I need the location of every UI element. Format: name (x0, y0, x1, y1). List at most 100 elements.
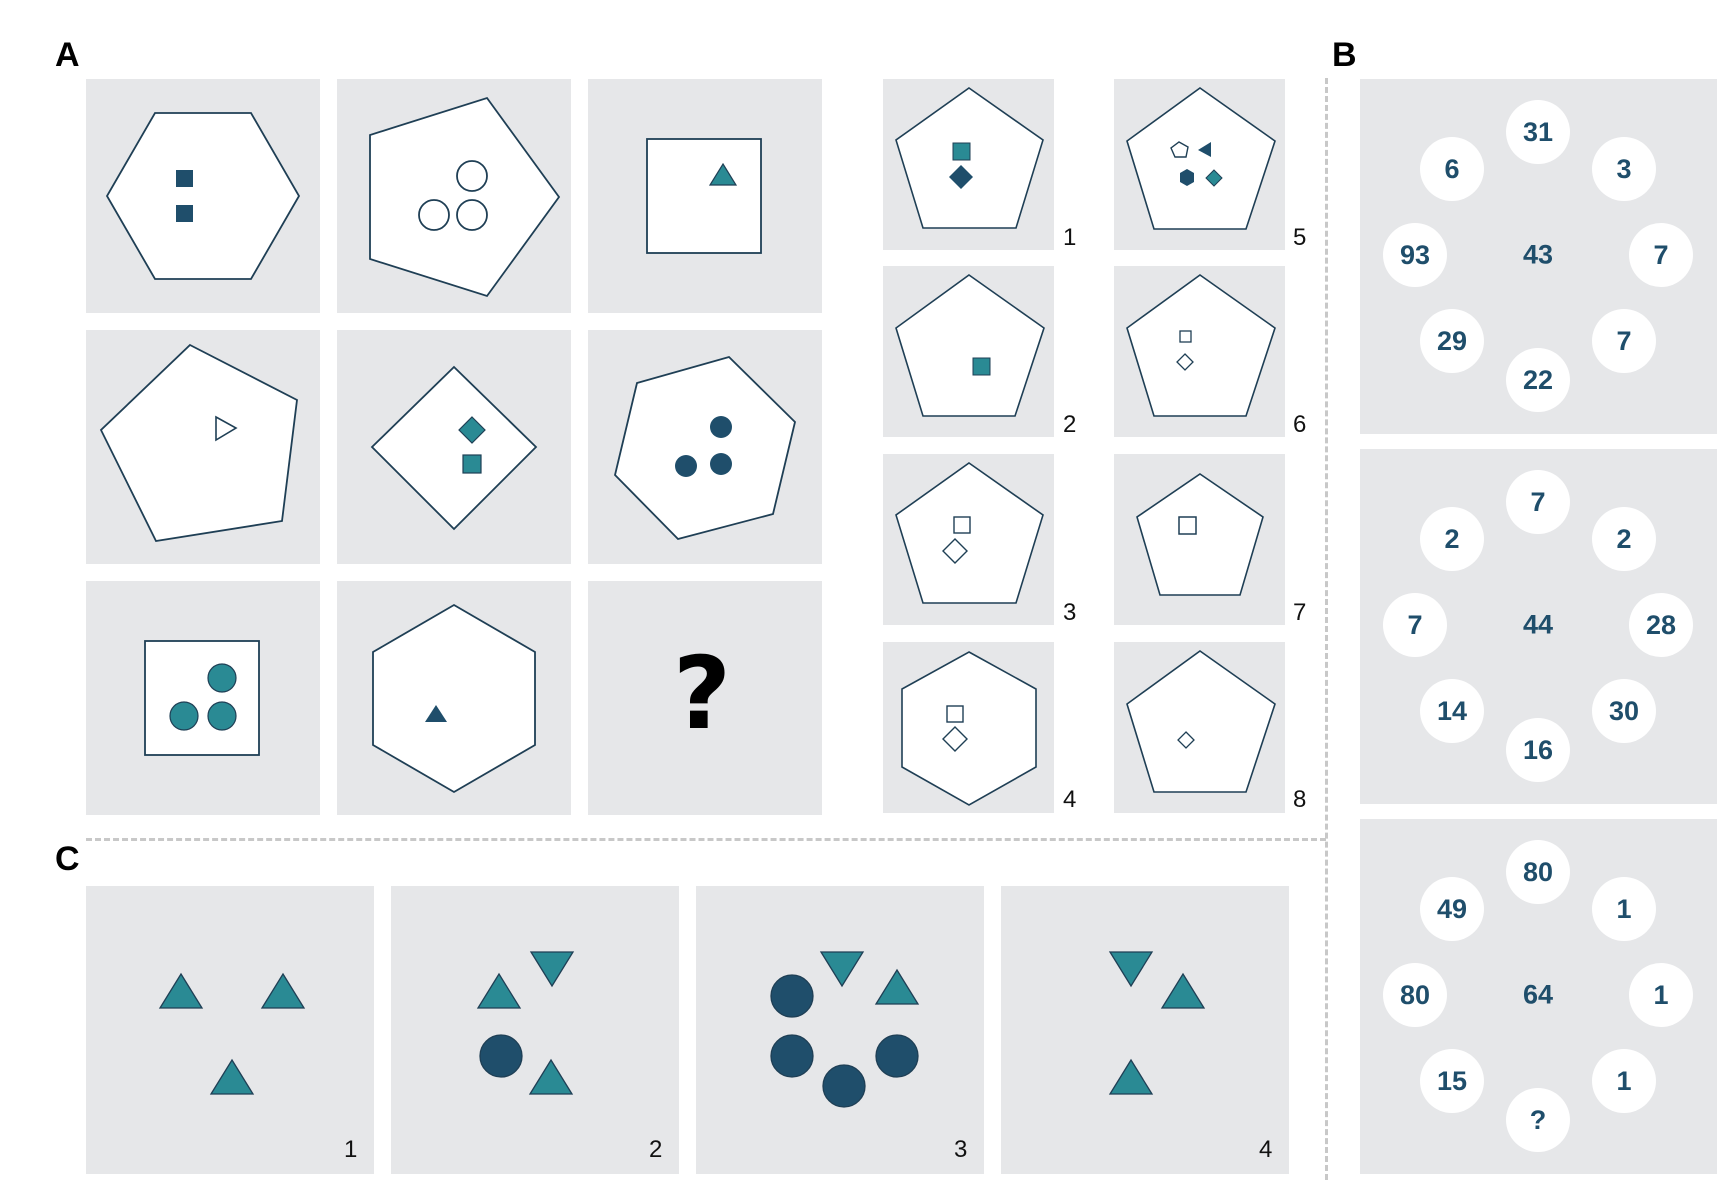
triangle-icon (476, 972, 522, 1009)
wheel-number: 49 (1420, 877, 1484, 941)
matrix-cell-3 (588, 79, 822, 313)
matrix-cell-6 (588, 330, 822, 564)
pentagon-shape (1126, 87, 1276, 230)
sequence-cell-2: 2 (391, 886, 679, 1174)
circle-icon (418, 199, 450, 231)
wheel-number: 28 (1629, 593, 1693, 657)
wheel-number: 1 (1629, 963, 1693, 1027)
option-cell-7[interactable] (1114, 454, 1285, 625)
wheel-number: 30 (1592, 679, 1656, 743)
circle-icon (710, 416, 732, 438)
option-cell-6[interactable] (1114, 266, 1285, 437)
wheel-number: 80 (1383, 963, 1447, 1027)
circle-icon (456, 199, 488, 231)
square-icon (462, 454, 482, 474)
pentagon-shape (369, 96, 561, 298)
hexagon-shape (901, 651, 1037, 806)
option-label-3: 3 (1063, 599, 1077, 626)
diamond-icon (1177, 731, 1195, 749)
wheel-number: 1 (1592, 1049, 1656, 1113)
diamond-icon (942, 538, 968, 564)
pentagon-shape (1126, 650, 1276, 793)
square-icon (972, 357, 991, 376)
pentagon-shape (99, 343, 298, 542)
triangle-icon (1198, 142, 1211, 157)
wheel-number: 16 (1506, 718, 1570, 782)
square-icon (176, 205, 193, 222)
triangle-icon (1108, 1058, 1154, 1095)
panel-label-b: B (1332, 36, 1357, 74)
sequence-label-1: 1 (344, 1136, 358, 1163)
square-icon (1178, 516, 1197, 535)
matrix-cell-5 (337, 330, 571, 564)
circle-icon (456, 160, 488, 192)
square-icon (952, 142, 971, 161)
wheel-number: 6 (1420, 137, 1484, 201)
option-cell-8[interactable] (1114, 642, 1285, 813)
sequence-shapes (770, 951, 920, 1108)
pentagon-shape (895, 87, 1044, 229)
option-cell-4[interactable] (883, 642, 1054, 813)
square-shape (144, 640, 260, 756)
wheel-number: 7 (1629, 223, 1693, 287)
wheel-number: 7 (1383, 593, 1447, 657)
pentagon-shape (1136, 473, 1264, 596)
pentagon-shape (1126, 274, 1276, 417)
option-label-8: 8 (1293, 786, 1307, 813)
diamond-icon (942, 726, 968, 752)
pentagon-shape (895, 274, 1045, 417)
diamond-icon (458, 416, 486, 444)
vertical-divider (1325, 78, 1328, 1180)
matrix-cell-missing: ? (588, 581, 822, 815)
sequence-label-2: 2 (649, 1136, 663, 1163)
wheel-number: 15 (1420, 1049, 1484, 1113)
hexagon-icon (1180, 169, 1194, 186)
triangle-icon (215, 415, 238, 442)
matrix-cell-4 (86, 330, 320, 564)
square-shape (646, 138, 762, 254)
number-wheel-2: 7 2 28 30 16 14 7 2 44 (1360, 449, 1717, 804)
circle-icon (822, 1064, 866, 1108)
sequence-shapes (158, 972, 306, 1095)
option-cell-3[interactable] (883, 454, 1054, 625)
number-wheel-3: 80 1 1 1 ? 15 80 49 64 (1360, 819, 1717, 1174)
sequence-cell-1: 1 (86, 886, 374, 1174)
sequence-label-3: 3 (954, 1136, 968, 1163)
circle-icon (770, 1034, 814, 1078)
circle-icon (710, 453, 732, 475)
panel-label-a: A (55, 36, 80, 74)
wheel-center-number: 44 (1522, 609, 1554, 640)
diamond-shape (370, 365, 538, 531)
wheel-number: 2 (1592, 507, 1656, 571)
hexagon-shape (614, 355, 796, 541)
wheel-number: 31 (1506, 100, 1570, 164)
option-cell-5[interactable] (1114, 79, 1285, 250)
sequence-cell-4: 4 (1001, 886, 1289, 1174)
option-label-2: 2 (1063, 411, 1077, 438)
option-label-5: 5 (1293, 224, 1307, 251)
circle-icon (479, 1034, 523, 1078)
triangle-icon (874, 968, 920, 1005)
matrix-cell-1 (86, 79, 320, 313)
wheel-center-number: 43 (1522, 239, 1554, 270)
option-label-7: 7 (1293, 599, 1307, 626)
wheel-number: 29 (1420, 309, 1484, 373)
number-wheel-1: 31 3 7 7 22 29 93 6 43 (1360, 79, 1717, 434)
option-label-6: 6 (1293, 411, 1307, 438)
triangle-icon (158, 972, 204, 1009)
diamond-icon (949, 165, 973, 189)
option-cell-1[interactable] (883, 79, 1054, 250)
option-cell-2[interactable] (883, 266, 1054, 437)
square-icon (953, 516, 971, 534)
matrix-cell-8 (337, 581, 571, 815)
wheel-number: 93 (1383, 223, 1447, 287)
triangle-icon (260, 972, 306, 1009)
wheel-number: 1 (1592, 877, 1656, 941)
sequence-label-4: 4 (1259, 1136, 1273, 1163)
sequence-shapes (476, 951, 575, 1095)
option-label-1: 1 (1063, 224, 1077, 251)
inverted-triangle-icon (819, 951, 865, 988)
square-icon (176, 170, 193, 187)
hexagon-shape (105, 112, 301, 280)
wheel-number: 3 (1592, 137, 1656, 201)
